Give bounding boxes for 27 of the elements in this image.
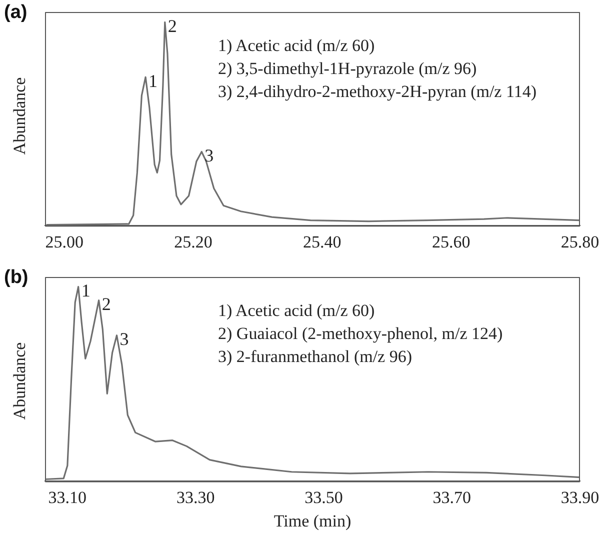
x-tick-label: 25.20 — [174, 232, 212, 252]
chart-title: (a) — [4, 2, 28, 24]
annotation: 3 — [204, 145, 214, 166]
annotation: 1) Acetic acid (m/z 60) — [218, 300, 376, 322]
annotation: 2 — [168, 16, 177, 36]
annotation: 3 — [120, 329, 129, 350]
annotation: 3) 2,4-dihydro-2-methoxy-2H-pyran (m/z 114) — [218, 81, 538, 103]
x-tick-label: 25.60 — [432, 232, 470, 252]
x-tick-label: 33.70 — [432, 488, 471, 507]
y-axis-title: Abundance — [10, 77, 30, 155]
x-tick-label: 25.00 — [45, 232, 84, 252]
x-tick-label: 33.50 — [304, 488, 343, 507]
annotation: 3) 2-furanmethanol (m/z 96) — [218, 346, 414, 368]
annotation: 1 — [81, 280, 90, 300]
x-tick-label: 33.10 — [48, 488, 87, 507]
x-tick-label: 33.90 — [560, 488, 600, 507]
chart-title: (b) — [4, 267, 28, 289]
annotation: 2) 3,5-dimethyl-1H-pyrazole (m/z 96) — [218, 58, 478, 80]
annotation: 2) Guaiacol (2-methoxy-phenol, m/z 124) — [218, 323, 504, 345]
y-axis-title: Abundance — [10, 342, 30, 420]
x-tick-label: 25.80 — [560, 232, 600, 252]
annotation: 1) Acetic acid (m/z 60) — [218, 35, 376, 57]
x-tick-label: 25.40 — [303, 232, 342, 252]
annotation: 1 — [148, 70, 158, 91]
annotation: 2 — [102, 294, 111, 314]
x-axis-title: Time (min) — [274, 511, 352, 530]
x-tick-label: 33.30 — [176, 488, 215, 507]
